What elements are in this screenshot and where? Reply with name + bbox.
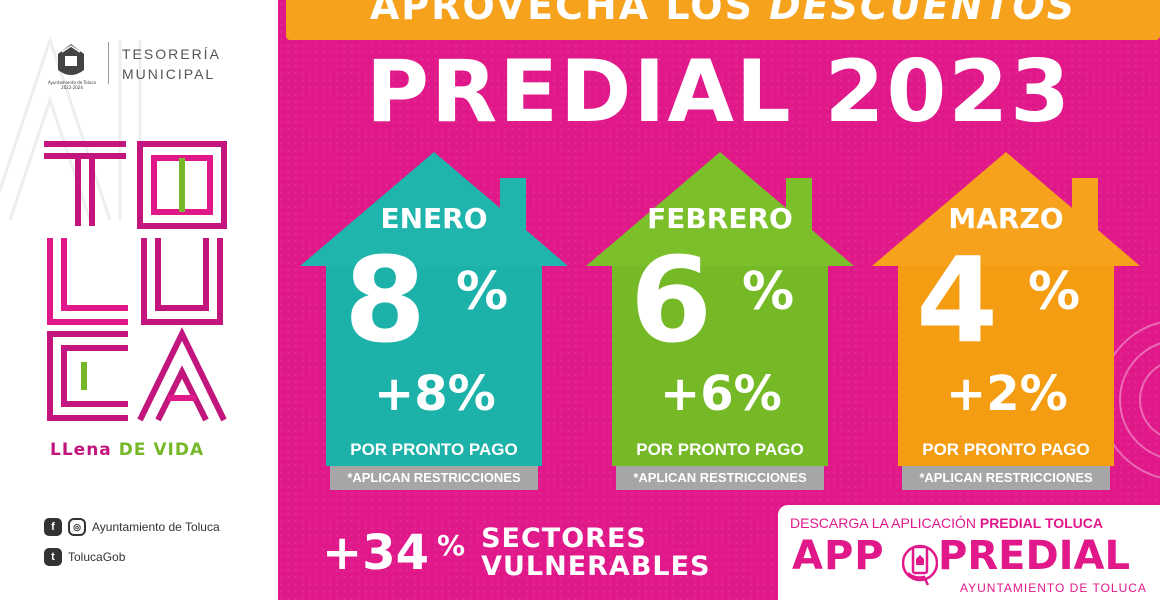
banner-text-plain: APROVECHA LOS (369, 0, 754, 28)
app-word: APP (792, 533, 885, 579)
sectores-line-1: SECTORES (481, 523, 647, 554)
extra-discount: +6% (660, 366, 782, 422)
pronto-pago-label: POR PRONTO PAGO (636, 440, 804, 459)
sectores-percent-sign: % (437, 529, 466, 562)
discount-percent-sign: % (742, 262, 795, 322)
social-row-facebook-instagram[interactable]: f ◎ Ayuntamiento de Toluca (44, 518, 220, 536)
app-download-box[interactable]: DESCARGA LA APLICACIÓN PREDIAL TOLUCA AP… (778, 505, 1160, 600)
twitter-icon: t (44, 548, 62, 566)
instagram-icon: ◎ (68, 518, 86, 536)
sectores-vulnerables: +34 % SECTORES VULNERABLES (322, 525, 711, 581)
phone-in-hand-icon (902, 544, 938, 586)
tesoreria-line-1: TESORERÍA (122, 46, 221, 62)
sectores-line-2: VULNERABLES (481, 551, 711, 582)
tagline-part-2: DE VIDA (118, 440, 205, 460)
extra-discount: +8% (374, 366, 496, 422)
social-row-twitter[interactable]: t TolucaGob (44, 548, 125, 566)
predial-word: PREDIAL (938, 533, 1130, 579)
app-subtitle: AYUNTAMIENTO DE TOLUCA (960, 581, 1147, 595)
discount-percent-sign: % (1028, 262, 1081, 322)
house-shape-icon (300, 152, 568, 466)
house-shape-icon (872, 152, 1140, 466)
app-download-text-bold: PREDIAL TOLUCA (979, 515, 1104, 531)
tagline-part-1: LLena (50, 440, 112, 460)
logo-letter-u (141, 238, 223, 325)
header-divider (108, 42, 109, 84)
social-label-ayuntamiento: Ayuntamiento de Toluca (92, 520, 220, 534)
restrictions-badge: *APLICAN RESTRICCIONES (330, 466, 538, 490)
logo-letter-c (47, 331, 128, 421)
sectores-number: +34 (322, 525, 430, 581)
discount-card-febrero: FEBRERO 6 % +6% POR PRONTO PAGO *APLICAN… (586, 148, 854, 493)
app-download-text-plain: DESCARGA LA APLICACIÓN (790, 515, 976, 531)
sectores-text: SECTORES VULNERABLES (481, 525, 710, 581)
banner-text-emphasis: DESCUENTOS (769, 0, 1077, 28)
municipal-seal-icon (58, 44, 84, 75)
facebook-icon: f (44, 518, 62, 536)
app-download-text: DESCARGA LA APLICACIÓN PREDIAL TOLUCA (790, 515, 1103, 531)
pronto-pago-label: POR PRONTO PAGO (350, 440, 518, 459)
month-label: ENERO (380, 202, 488, 235)
page-title: PREDIAL 2023 (365, 42, 1073, 142)
discount-value: 8 (344, 231, 427, 369)
logo-letter-o (137, 141, 227, 229)
tesoreria-label: TESORERÍA MUNICIPAL (122, 44, 221, 84)
month-label: MARZO (948, 202, 1064, 235)
logo-letter-l (47, 238, 128, 325)
discount-card-marzo: MARZO 4 % +2% POR PRONTO PAGO *APLICAN R… (872, 148, 1140, 493)
extra-discount: +2% (946, 366, 1068, 422)
tagline: LLena DE VIDA (50, 440, 204, 460)
promo-panel: APROVECHA LOS DESCUENTOS PREDIAL 2023 EN… (278, 0, 1160, 600)
discount-value: 6 (630, 231, 713, 369)
tesoreria-line-2: MUNICIPAL (122, 66, 216, 82)
toluca-logo (44, 141, 227, 422)
month-label: FEBRERO (647, 202, 793, 235)
top-banner (286, 0, 1160, 40)
banner-text: APROVECHA LOS DESCUENTOS (286, 0, 1160, 28)
seal-caption: Ayuntamiento de Toluca 2022-2024 (48, 80, 96, 90)
social-label-tolucagob: TolucaGob (68, 550, 126, 564)
restrictions-badge: *APLICAN RESTRICCIONES (902, 466, 1110, 490)
house-shape-icon (586, 152, 854, 466)
restrictions-badge: *APLICAN RESTRICCIONES (616, 466, 824, 490)
left-panel: Ayuntamiento de Toluca 2022-2024 TESORER… (0, 0, 278, 600)
discount-value: 4 (916, 231, 999, 369)
discount-percent-sign: % (456, 262, 509, 322)
logo-letter-t (44, 141, 126, 226)
discount-card-enero: ENERO 8 % +8% POR PRONTO PAGO *APLICAN R… (300, 148, 568, 493)
pronto-pago-label: POR PRONTO PAGO (922, 440, 1090, 459)
logo-letter-a (137, 327, 227, 422)
